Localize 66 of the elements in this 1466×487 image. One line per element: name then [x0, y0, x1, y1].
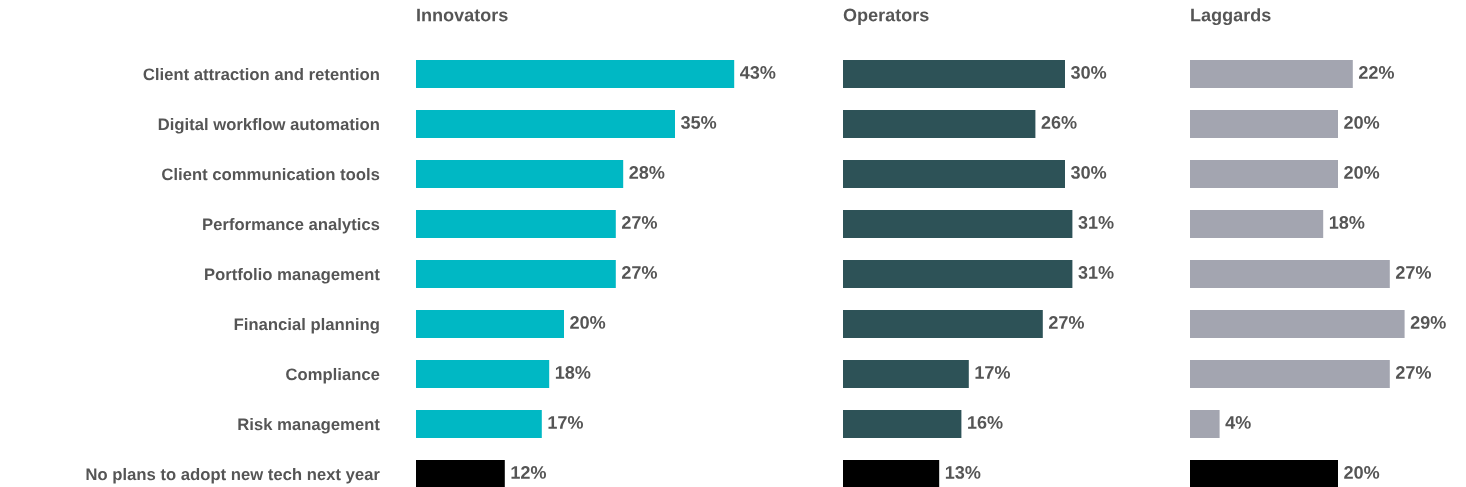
y-tick-label: Client attraction and retention [143, 67, 379, 81]
bar [843, 310, 1043, 338]
bar [416, 60, 735, 88]
chart-title: Operators [843, 8, 929, 25]
data-label: 16% [968, 416, 1003, 429]
bar [416, 160, 624, 188]
y-tick-label: Performance analytics [203, 217, 380, 234]
bar [843, 460, 940, 487]
bar [416, 210, 616, 238]
bar [843, 360, 969, 388]
chart-title: Laggards [1191, 8, 1271, 26]
data-label: 17% [975, 366, 1011, 379]
data-label: 18% [1329, 216, 1365, 229]
data-label: 30% [1070, 166, 1107, 179]
data-label: 13% [945, 466, 981, 479]
data-label: 29% [1410, 316, 1446, 329]
data-label: 12% [511, 466, 547, 479]
bar [1190, 210, 1324, 238]
bar [416, 460, 505, 487]
data-label: 27% [1395, 266, 1432, 279]
bar [843, 210, 1073, 238]
data-label: 20% [1344, 166, 1380, 179]
bar [843, 110, 1036, 138]
data-label: 20% [570, 316, 606, 329]
y-tick-label: Financial planning [234, 317, 379, 334]
bar [416, 260, 616, 288]
bar [1190, 460, 1338, 487]
y-tick-label: Risk management [238, 417, 380, 434]
bar [1190, 310, 1405, 338]
bar [416, 310, 564, 338]
data-label: 27% [621, 266, 658, 279]
data-label: 20% [1344, 116, 1380, 129]
data-label: 30% [1070, 66, 1107, 79]
bar [1190, 60, 1353, 88]
data-label: 26% [1041, 116, 1077, 129]
bar [416, 360, 550, 388]
bar [416, 410, 542, 438]
data-label: 22% [1358, 66, 1395, 79]
data-label: 27% [1048, 316, 1085, 329]
bar [416, 110, 675, 138]
bar [1190, 110, 1338, 138]
y-tick-label: No plans to adopt new tech next year [86, 467, 380, 484]
bar [843, 410, 962, 438]
bar [1190, 410, 1220, 438]
bar [843, 160, 1065, 188]
bar [1190, 160, 1338, 188]
data-label: 20% [1344, 466, 1380, 479]
data-label: 31% [1078, 266, 1114, 279]
bar [1190, 360, 1390, 388]
bar [843, 60, 1065, 88]
y-tick-label: Digital workflow automation [158, 117, 379, 134]
data-label: 28% [629, 166, 665, 179]
data-label: 43% [740, 66, 776, 79]
y-tick-label: Client communication tools [162, 167, 380, 181]
data-label: 27% [1395, 366, 1432, 379]
chart-title: Innovators [417, 8, 508, 22]
bar [843, 260, 1073, 288]
data-label: 35% [680, 116, 717, 129]
bar [1190, 260, 1390, 288]
y-tick-label: Portfolio management [205, 267, 380, 284]
data-label: 31% [1078, 216, 1114, 229]
data-label: 18% [555, 366, 591, 379]
data-label: 27% [621, 216, 658, 229]
data-label: 4% [1225, 416, 1251, 429]
y-tick-label: Compliance [286, 367, 380, 384]
data-label: 17% [548, 416, 584, 429]
